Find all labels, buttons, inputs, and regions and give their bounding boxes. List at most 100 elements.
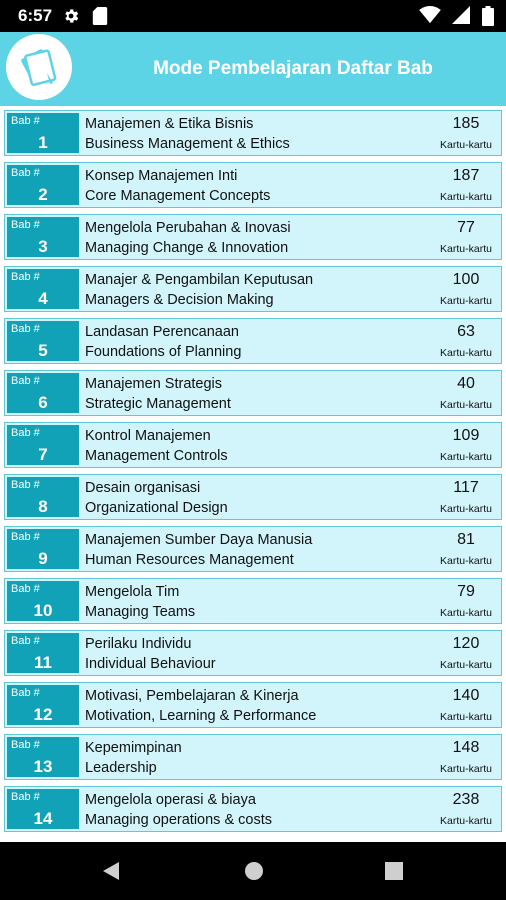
chapter-list[interactable]: Bab # 1 Manajemen & Etika Bisnis Busines… [0,106,506,842]
chapter-badge: Bab # 5 [7,321,79,361]
card-count-label: Kartu-kartu [440,451,492,463]
chapter-row[interactable]: Bab # 1 Manajemen & Etika Bisnis Busines… [4,110,502,156]
chapter-row[interactable]: Bab # 2 Konsep Manajemen Inti Core Manag… [4,162,502,208]
signal-icon [451,6,470,24]
chapter-title-en: Business Management & Ethics [85,136,290,152]
chapter-title-en: Managing Change & Innovation [85,240,289,256]
chapter-title-en: Human Resources Management [85,552,294,568]
chapter-title-id: Mengelola operasi & biaya [85,792,256,808]
chapter-row[interactable]: Bab # 4 Manajer & Pengambilan Keputusan … [4,266,502,312]
card-count: 63 [457,323,475,340]
badge-number: 11 [34,653,52,672]
card-count-label: Kartu-kartu [440,139,492,151]
chapter-title-en: Organizational Design [85,500,228,516]
chapter-badge: Bab # 14 [7,789,79,829]
badge-number: 2 [38,185,48,204]
card-count-label: Kartu-kartu [440,815,492,827]
wifi-icon [419,6,441,24]
chapter-title-id: Manajemen & Etika Bisnis [85,116,254,132]
card-count: 117 [453,479,479,496]
badge-label: Bab # [11,427,40,439]
chapter-row[interactable]: Bab # 6 Manajemen Strategis Strategic Ma… [4,370,502,416]
badge-number: 7 [38,445,48,464]
chapter-row[interactable]: Bab # 14 Mengelola operasi & biaya Manag… [4,786,502,832]
chapter-title-en: Individual Behaviour [85,656,216,672]
chapter-badge: Bab # 3 [7,217,79,257]
chapter-badge: Bab # 2 [7,165,79,205]
page-title: Mode Pembelajaran Daftar Bab [153,58,433,79]
badge-label: Bab # [11,739,40,751]
chapter-title-en: Managing Teams [85,604,196,620]
chapter-title-id: Perilaku Individu [85,636,192,652]
chapter-title-en: Motivation, Learning & Performance [85,708,317,724]
chapter-row[interactable]: Bab # 8 Desain organisasi Organizational… [4,474,502,520]
card-count: 238 [452,791,480,808]
card-count-label: Kartu-kartu [440,555,492,567]
card-count: 77 [457,219,475,236]
chapter-badge: Bab # 8 [7,477,79,517]
chapter-title-id: Motivasi, Pembelajaran & Kinerja [85,688,299,704]
card-count: 140 [452,687,480,704]
chapter-badge: Bab # 11 [7,633,79,673]
chapter-row[interactable]: Bab # 12 Motivasi, Pembelajaran & Kinerj… [4,682,502,728]
chapter-row[interactable]: Bab # 10 Mengelola Tim Managing Teams 79… [4,578,502,624]
badge-number: 9 [38,549,48,568]
home-icon[interactable] [244,861,264,881]
battery-icon [482,6,494,26]
status-time: 6:57 [18,6,53,25]
card-count: 185 [452,115,480,132]
card-count-label: Kartu-kartu [440,191,492,203]
gear-icon [65,9,79,23]
badge-label: Bab # [11,115,40,127]
chapter-badge: Bab # 13 [7,737,79,777]
chapter-badge: Bab # 12 [7,685,79,725]
badge-number: 10 [33,601,53,620]
chapter-title-id: Manajemen Strategis [85,376,223,392]
chapter-row[interactable]: Bab # 5 Landasan Perencanaan Foundations… [4,318,502,364]
chapter-badge: Bab # 9 [7,529,79,569]
sd-card-icon [93,7,108,25]
chapter-title-en: Foundations of Planning [85,344,242,360]
badge-number: 5 [38,341,48,360]
card-count-label: Kartu-kartu [440,711,492,723]
chapter-row[interactable]: Bab # 11 Perilaku Individu Individual Be… [4,630,502,676]
chapter-title-en: Leadership [85,760,157,776]
chapter-title-id: Mengelola Perubahan & Inovasi [85,220,291,236]
badge-label: Bab # [11,219,40,231]
card-count-label: Kartu-kartu [440,347,492,359]
chapter-title-en: Core Management Concepts [85,188,271,204]
card-count: 40 [457,375,475,392]
badge-number: 14 [33,809,53,828]
chapter-row[interactable]: Bab # 9 Manajemen Sumber Daya Manusia Hu… [4,526,502,572]
badge-label: Bab # [11,375,40,387]
chapter-badge: Bab # 1 [7,113,79,153]
badge-number: 12 [33,705,53,724]
back-icon[interactable] [101,861,121,881]
chapter-row[interactable]: Bab # 7 Kontrol Manajemen Management Con… [4,422,502,468]
badge-label: Bab # [11,323,40,335]
app-header: Mode Pembelajaran Daftar Bab [0,32,506,106]
chapter-badge: Bab # 10 [7,581,79,621]
badge-label: Bab # [11,479,40,491]
chapter-title-id: Kontrol Manajemen [85,428,211,444]
chapter-title-id: Desain organisasi [85,480,201,496]
card-count: 79 [457,583,475,600]
badge-label: Bab # [11,271,40,283]
badge-label: Bab # [11,687,40,699]
cards-icon [21,49,57,87]
badge-number: 8 [38,497,48,516]
chapter-row[interactable]: Bab # 13 Kepemimpinan Leadership 148 Kar… [4,734,502,780]
card-count-label: Kartu-kartu [440,295,492,307]
chapter-badge: Bab # 6 [7,373,79,413]
badge-number: 6 [38,393,48,412]
app-logo [6,34,72,100]
badge-label: Bab # [11,635,40,647]
chapter-title-en: Management Controls [85,448,228,464]
card-count-label: Kartu-kartu [440,607,492,619]
navigation-bar [0,842,506,900]
chapter-title-id: Manajer & Pengambilan Keputusan [85,272,314,288]
recents-icon[interactable] [385,861,403,881]
card-count-label: Kartu-kartu [440,763,492,775]
chapter-title-en: Managing operations & costs [85,812,272,828]
chapter-row[interactable]: Bab # 3 Mengelola Perubahan & Inovasi Ma… [4,214,502,260]
